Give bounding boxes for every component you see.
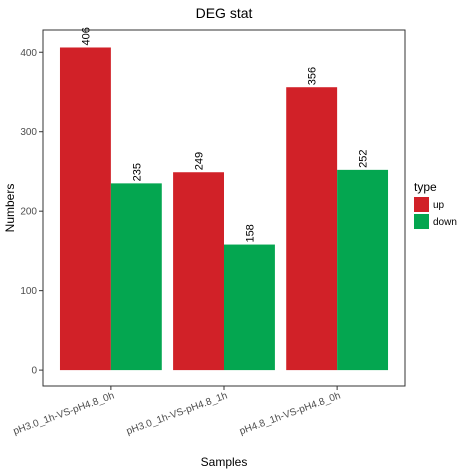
y-tick-label: 100 <box>20 286 37 297</box>
x-tick-label: pH4.8_1h-VS-pH4.8_0h <box>238 390 342 437</box>
legend-swatch-down <box>414 214 429 229</box>
x-tick-label: pH3.0_1h-VS-pH4.8_0h <box>12 390 116 437</box>
bar-up <box>286 87 338 371</box>
bar-value-label: 252 <box>358 149 370 167</box>
bar-value-label: 158 <box>244 224 256 242</box>
bar-up <box>173 172 224 371</box>
y-axis-label: Numbers <box>3 184 17 233</box>
bar-down <box>224 244 275 371</box>
legend-label-down: down <box>433 217 457 228</box>
legend: type up down <box>414 180 457 229</box>
bar-value-label: 249 <box>194 152 206 170</box>
bar-value-label: 406 <box>80 27 92 45</box>
y-axis: 0 100 200 300 400 <box>20 48 43 377</box>
chart-title: DEG stat <box>196 5 253 21</box>
legend-label-up: up <box>433 200 445 211</box>
x-axis-label: Samples <box>201 455 248 469</box>
x-axis: pH3.0_1h-VS-pH4.8_0h pH3.0_1h-VS-pH4.8_1h… <box>12 386 342 437</box>
bar-value-label: 235 <box>131 163 143 181</box>
y-tick-label: 200 <box>20 207 37 218</box>
legend-title: type <box>414 180 437 194</box>
bar-down <box>337 169 389 371</box>
bar-value-label: 356 <box>307 67 319 85</box>
y-tick-label: 300 <box>20 127 37 138</box>
y-tick-label: 0 <box>31 366 37 377</box>
y-tick-label: 400 <box>20 48 37 59</box>
bar-down <box>110 183 162 371</box>
bar-up <box>59 47 111 371</box>
bars-group <box>59 47 389 371</box>
legend-swatch-up <box>414 197 429 212</box>
data-labels-group: 406 235 249 158 356 252 <box>80 27 369 242</box>
x-tick-label: pH3.0_1h-VS-pH4.8_1h <box>125 390 229 437</box>
